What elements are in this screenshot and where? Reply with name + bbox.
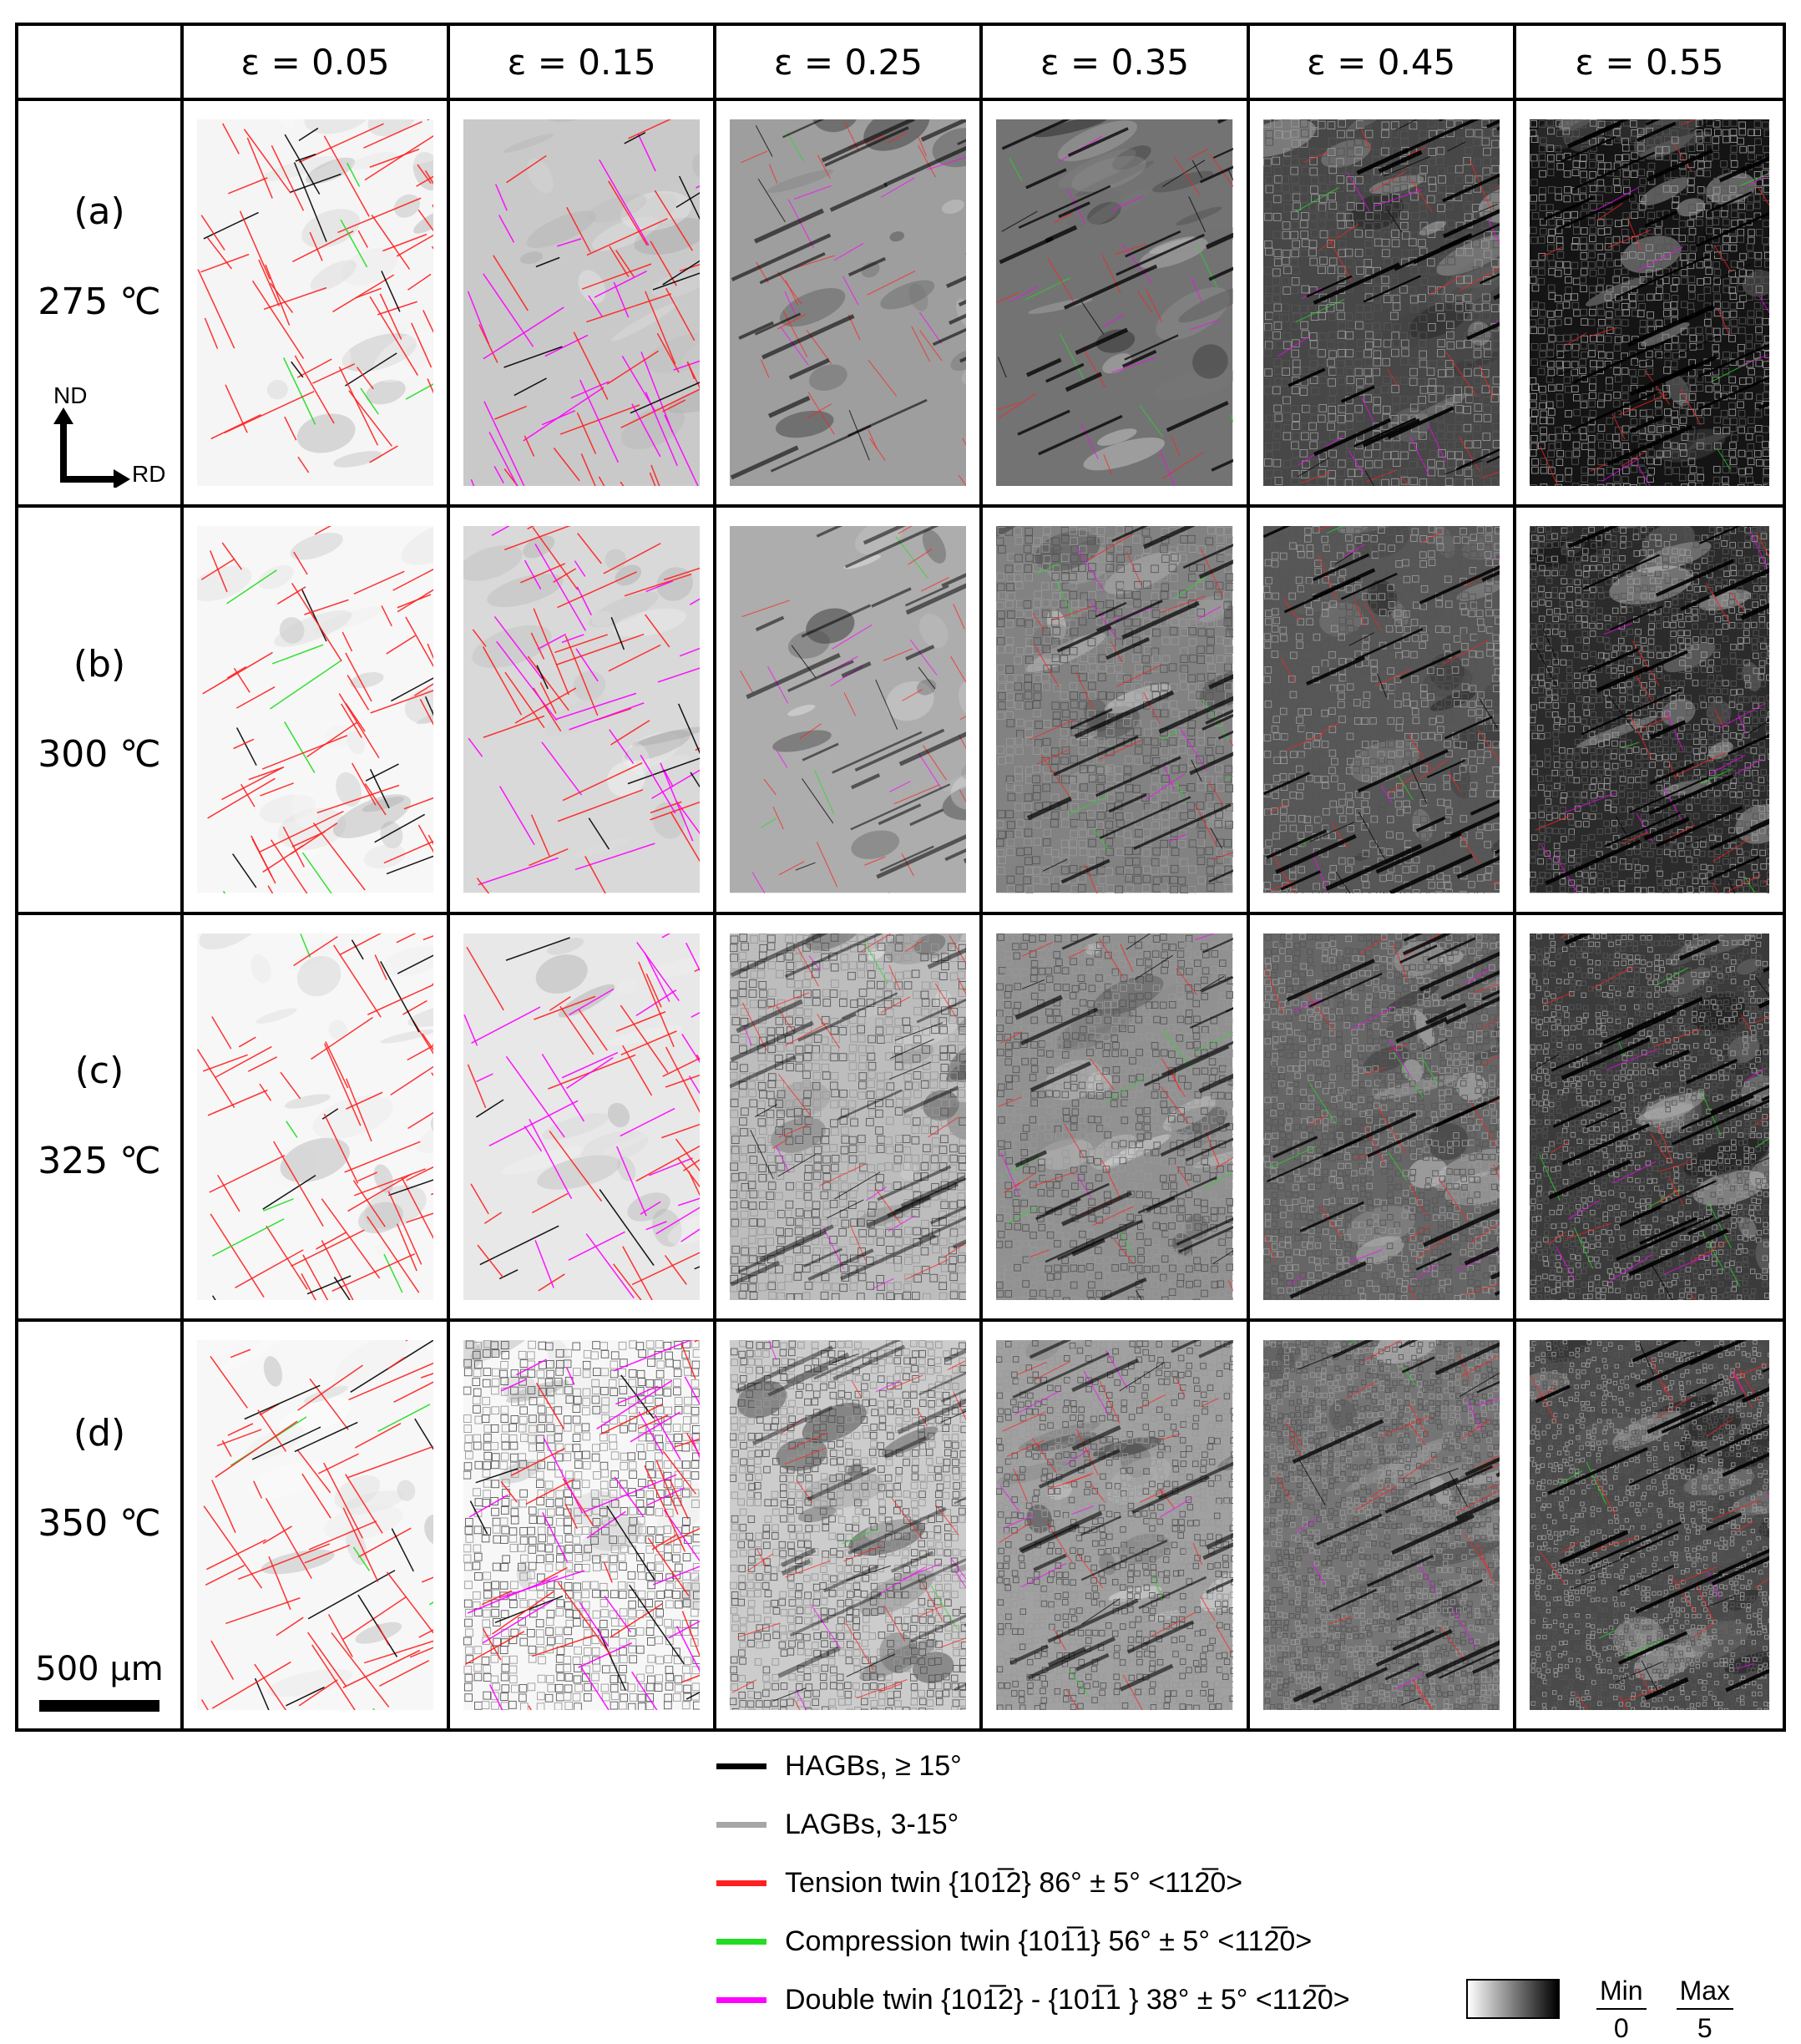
micrograph-image (730, 526, 966, 893)
micrograph-image (1263, 1340, 1500, 1710)
colormap-max-label: Max (1677, 1976, 1733, 2010)
micrograph-image (730, 933, 966, 1300)
row-header-c: (c) 325 ℃ (18, 915, 184, 1322)
column-header: ε = 0.35 (983, 26, 1249, 101)
micrograph-image (730, 119, 966, 486)
micrograph-image (197, 933, 433, 1300)
legend-label: HAGBs, ≥ 15° (785, 1750, 962, 1783)
legend-item-hagb: HAGBs, ≥ 15° (716, 1745, 962, 1787)
column-header: ε = 0.15 (450, 26, 716, 101)
micrograph-a-2 (450, 101, 716, 508)
micrograph-c-4 (983, 915, 1249, 1322)
legend: HAGBs, ≥ 15° LAGBs, 3-15° Tension twin {… (716, 1745, 1785, 2029)
legend-swatch (716, 1939, 766, 1945)
corner-cell (18, 26, 184, 101)
micrograph-d-3 (716, 1322, 983, 1728)
figure-grid: ε = 0.05 ε = 0.15 ε = 0.25 ε = 0.35 ε = … (15, 23, 1786, 1732)
row-label: (c) (75, 1053, 124, 1090)
micrograph-image (197, 526, 433, 893)
micrograph-image (1530, 119, 1769, 486)
colormap-legend: Min 0 Max 5 (1466, 1976, 1748, 2044)
scale-bar-label: 500 µm (35, 1650, 163, 1688)
legend-item-compression-twin: Compression twin {101̅1} 56° ± 5° <112̅0… (716, 1920, 1312, 1962)
micrograph-image (463, 119, 700, 486)
column-header: ε = 0.25 (716, 26, 983, 101)
micrograph-image (996, 933, 1232, 1300)
micrograph-image (1530, 526, 1769, 893)
micrograph-b-1 (184, 508, 450, 914)
row-temperature: 325 ℃ (38, 1143, 160, 1180)
micrograph-image (996, 1340, 1232, 1710)
micrograph-c-1 (184, 915, 450, 1322)
micrograph-c-6 (1516, 915, 1783, 1322)
column-header: ε = 0.05 (184, 26, 450, 101)
micrograph-d-1 (184, 1322, 450, 1728)
colormap-min: Min 0 (1596, 1976, 1647, 2044)
micrograph-d-4 (983, 1322, 1249, 1728)
row-label: (b) (73, 646, 125, 683)
axis-label-rd: RD (132, 461, 165, 488)
scale-bar (39, 1700, 159, 1712)
row-temperature: 275 ℃ (38, 284, 160, 321)
micrograph-d-5 (1250, 1322, 1516, 1728)
micrograph-a-6 (1516, 101, 1783, 508)
micrograph-image (1530, 1340, 1769, 1710)
row-header-b: (b) 300 ℃ (18, 508, 184, 914)
row-header-d: (d) 350 ℃ 500 µm (18, 1322, 184, 1728)
colormap-min-value: 0 (1614, 2010, 1629, 2044)
legend-label: Double twin {101̅2} - {101̅1 } 38° ± 5° … (785, 1984, 1350, 2016)
legend-swatch (716, 1822, 766, 1828)
legend-item-tension-twin: Tension twin {101̅2} 86° ± 5° <112̅0> (716, 1862, 1242, 1904)
micrograph-image (1263, 933, 1500, 1300)
micrograph-b-2 (450, 508, 716, 914)
colormap-max-value: 5 (1697, 2010, 1712, 2044)
micrograph-image (197, 119, 433, 486)
colormap-bar (1466, 1979, 1560, 2019)
micrograph-b-6 (1516, 508, 1783, 914)
column-header: ε = 0.45 (1250, 26, 1516, 101)
micrograph-image (463, 526, 700, 893)
legend-swatch (716, 1997, 766, 2003)
micrograph-a-3 (716, 101, 983, 508)
micrograph-image (996, 526, 1232, 893)
legend-item-lagb: LAGBs, 3-15° (716, 1804, 959, 1845)
micrograph-c-5 (1250, 915, 1516, 1322)
micrograph-a-5 (1250, 101, 1516, 508)
legend-label: Tension twin {101̅2} 86° ± 5° <112̅0> (785, 1867, 1242, 1900)
micrograph-b-3 (716, 508, 983, 914)
micrograph-b-4 (983, 508, 1249, 914)
row-header-a: (a) 275 ℃ ND RD (18, 101, 184, 508)
micrograph-image (1530, 933, 1769, 1300)
micrograph-image (463, 1340, 700, 1710)
row-temperature: 350 ℃ (38, 1505, 160, 1542)
legend-swatch (716, 1880, 766, 1886)
legend-swatch (716, 1763, 766, 1769)
micrograph-b-5 (1250, 508, 1516, 914)
micrograph-c-2 (450, 915, 716, 1322)
legend-item-double-twin: Double twin {101̅2} - {101̅1 } 38° ± 5° … (716, 1979, 1350, 2021)
column-header: ε = 0.55 (1516, 26, 1783, 101)
micrograph-image (197, 1340, 433, 1710)
colormap-min-label: Min (1596, 1976, 1647, 2010)
scale-bar-group: 500 µm (18, 1650, 180, 1712)
row-label: (a) (73, 194, 124, 230)
micrograph-image (996, 119, 1232, 486)
orientation-axes: ND RD (53, 387, 145, 488)
micrograph-d-6 (1516, 1322, 1783, 1728)
micrograph-image (1263, 119, 1500, 486)
micrograph-a-4 (983, 101, 1249, 508)
micrograph-image (730, 1340, 966, 1710)
row-label: (d) (73, 1415, 125, 1452)
micrograph-d-2 (450, 1322, 716, 1728)
row-temperature: 300 ℃ (38, 736, 160, 773)
legend-label: LAGBs, 3-15° (785, 1809, 959, 1841)
legend-label: Compression twin {101̅1} 56° ± 5° <112̅0… (785, 1925, 1312, 1958)
colormap-max: Max 5 (1677, 1976, 1733, 2044)
micrograph-a-1 (184, 101, 450, 508)
micrograph-image (1263, 526, 1500, 893)
micrograph-image (463, 933, 700, 1300)
micrograph-c-3 (716, 915, 983, 1322)
